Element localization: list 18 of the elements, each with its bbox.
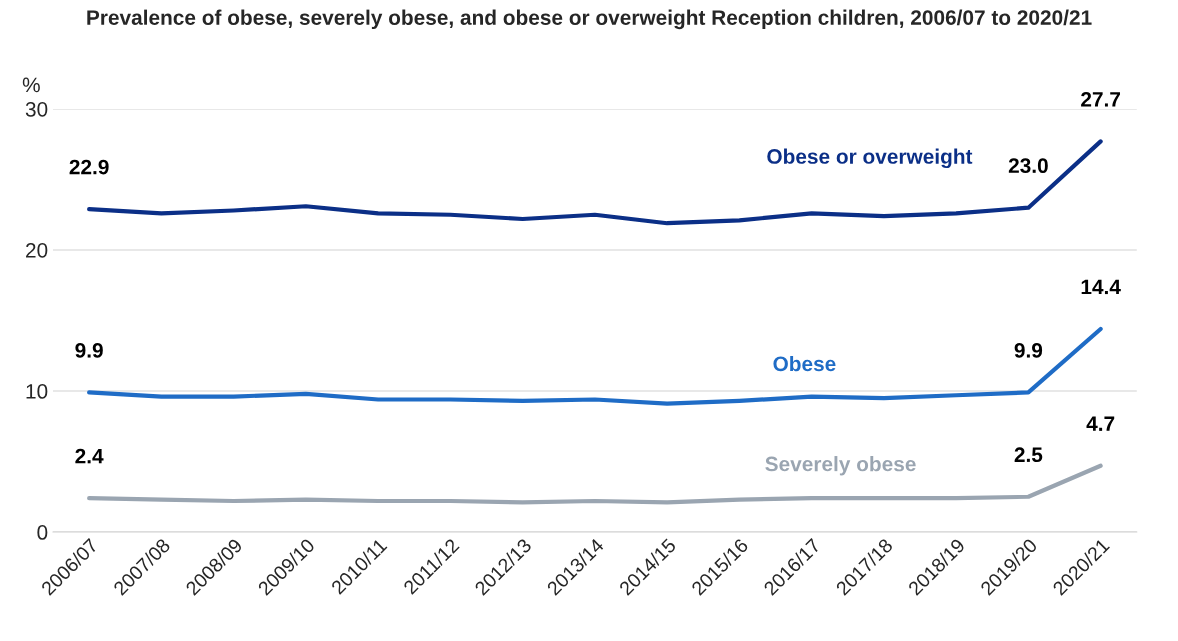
text: Obese or overweight [767,148,973,169]
series-label: Obese [773,355,836,372]
data-label: 27.7 [1081,91,1120,107]
y-tick-label: 0 [37,525,48,540]
data-label: 14.4 [1081,279,1121,295]
data-label: 22.9 [69,159,109,175]
y-tick-label: 20 [26,242,48,258]
chart-title: Prevalence of obese, severely obese, and obese or overweight Reception children, 2006/07 to 2020/21 [87,9,1092,30]
y-axis-title: % [22,77,40,93]
y-tick-label: 30 [25,101,48,117]
data-label: 23.0 [1008,158,1048,174]
data-label: 9.9 [75,342,103,358]
data-label: 9.9 [1014,342,1043,358]
y-tick-label: 10 [26,384,48,399]
data-label: 2.5 [1014,447,1043,463]
data-label: 2.4 [75,448,104,464]
series-label: Severely obese [765,456,916,476]
data-label: 4.7 [1086,416,1115,431]
